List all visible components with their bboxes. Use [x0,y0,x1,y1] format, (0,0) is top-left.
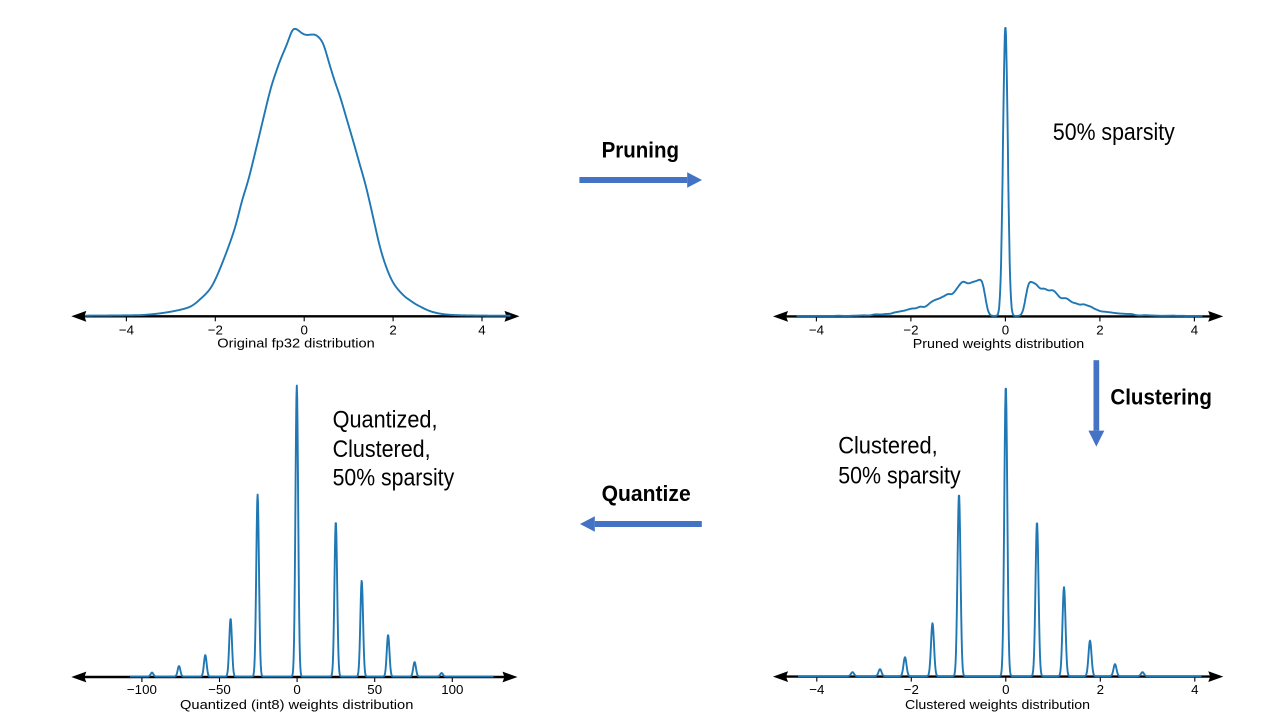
svg-text:−2: −2 [904,682,919,697]
svg-text:4: 4 [478,322,485,337]
svg-text:50% sparsity: 50% sparsity [333,464,455,491]
svg-text:Quantize: Quantize [602,481,691,506]
svg-text:4: 4 [1191,682,1198,697]
svg-text:Clustered,: Clustered, [838,433,938,460]
svg-text:−4: −4 [809,682,824,697]
svg-text:0: 0 [1002,322,1009,337]
svg-text:Pruned weights distribution: Pruned weights distribution [913,336,1085,351]
svg-text:0: 0 [293,682,300,697]
svg-text:−2: −2 [208,322,223,337]
svg-text:Clustering: Clustering [1110,384,1212,409]
svg-text:Clustered weights distribution: Clustered weights distribution [905,697,1090,712]
svg-text:50: 50 [367,682,382,697]
svg-text:Pruning: Pruning [602,138,679,163]
svg-text:50% sparsity: 50% sparsity [1053,119,1175,146]
svg-text:Original fp32 distribution: Original fp32 distribution [217,335,375,350]
svg-text:2: 2 [1097,682,1104,697]
svg-text:−2: −2 [903,322,918,337]
svg-text:−4: −4 [809,322,824,337]
svg-text:50% sparsity: 50% sparsity [838,463,961,490]
svg-text:2: 2 [1096,322,1103,337]
svg-text:Clustered,: Clustered, [333,436,431,463]
svg-text:2: 2 [389,322,396,337]
svg-text:Quantized,: Quantized, [333,407,438,434]
svg-text:−100: −100 [127,682,157,697]
svg-text:−4: −4 [119,322,134,337]
svg-text:100: 100 [441,682,463,697]
svg-text:−50: −50 [208,682,231,697]
svg-text:0: 0 [1002,682,1009,697]
svg-text:Quantized (int8) weights distr: Quantized (int8) weights distribution [180,697,413,712]
svg-text:0: 0 [300,322,307,337]
svg-text:4: 4 [1191,322,1198,337]
